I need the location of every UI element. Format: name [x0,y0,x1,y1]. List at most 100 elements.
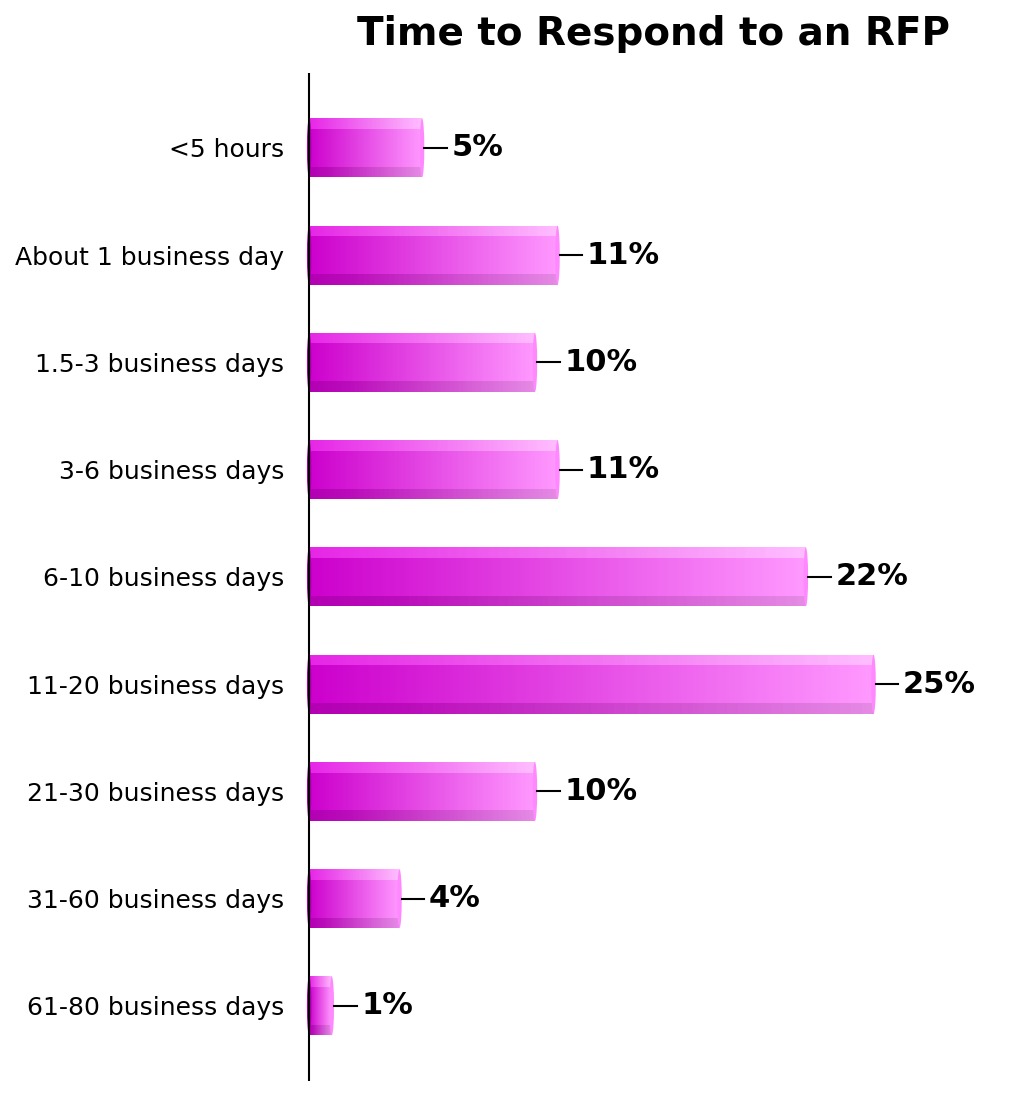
Bar [397,167,399,178]
Bar [335,869,336,880]
Bar [512,654,515,713]
Bar [617,547,620,606]
Bar [730,654,732,713]
Bar [445,226,447,285]
Bar [524,762,526,821]
Bar [671,654,673,713]
Bar [463,547,466,606]
Bar [431,762,435,773]
Bar [381,547,384,606]
Bar [603,703,614,713]
Bar [772,703,783,713]
Bar [553,441,554,499]
Bar [474,226,475,285]
Bar [433,703,444,713]
Bar [358,333,360,392]
Bar [724,654,727,713]
Bar [349,762,350,821]
Bar [390,333,391,392]
Bar [379,333,380,392]
Bar [764,654,766,713]
Bar [512,381,517,392]
Bar [332,333,336,343]
Bar [483,762,484,821]
Bar [369,917,371,928]
Bar [383,869,385,880]
Bar [517,381,521,392]
Bar [478,274,483,285]
Bar [384,762,385,821]
Bar [412,762,413,821]
Bar [390,810,395,821]
Bar [411,167,413,178]
Bar [429,333,430,392]
Bar [507,333,508,392]
Bar [343,167,345,178]
Bar [452,333,453,392]
Bar [511,333,512,392]
Bar [319,274,324,285]
Bar [338,869,340,880]
Bar [549,654,552,713]
Bar [329,917,331,928]
Bar [379,118,381,129]
Bar [479,762,480,821]
Bar [809,654,811,713]
Bar [642,547,644,606]
Bar [796,547,806,558]
Bar [370,333,372,392]
Bar [843,654,846,713]
Bar [374,274,379,285]
Bar [376,547,379,606]
Bar [510,333,511,392]
Bar [671,703,682,713]
Bar [403,547,407,606]
Bar [776,547,778,606]
Bar [509,333,510,392]
Bar [312,762,313,821]
Bar [364,917,366,928]
Bar [520,547,522,606]
Bar [525,441,526,499]
Bar [468,547,471,606]
Bar [346,547,349,606]
Bar [865,654,868,713]
Bar [393,441,395,499]
Bar [468,441,469,499]
Bar [517,333,518,392]
Bar [411,703,422,713]
Bar [515,762,516,821]
Bar [508,762,509,821]
Bar [343,869,345,880]
Bar [425,762,427,821]
Bar [493,489,498,499]
Bar [467,703,478,713]
Bar [538,226,543,237]
Bar [480,381,485,392]
Bar [310,441,311,499]
Bar [323,333,324,392]
Bar [319,547,322,606]
Bar [409,441,410,499]
Bar [382,441,384,499]
Bar [464,762,465,821]
Bar [761,654,764,713]
Bar [467,810,472,821]
Bar [339,167,341,178]
Bar [473,489,478,499]
Bar [399,333,404,343]
Bar [451,226,452,285]
Bar [446,333,449,392]
Bar [385,226,386,285]
Bar [428,226,433,237]
Bar [611,654,614,713]
Bar [349,226,354,237]
Bar [409,333,410,392]
Bar [499,654,501,713]
Bar [410,333,411,392]
Bar [542,226,543,285]
Bar [369,654,372,713]
Bar [409,118,411,129]
Bar [453,654,456,713]
Bar [336,762,341,773]
